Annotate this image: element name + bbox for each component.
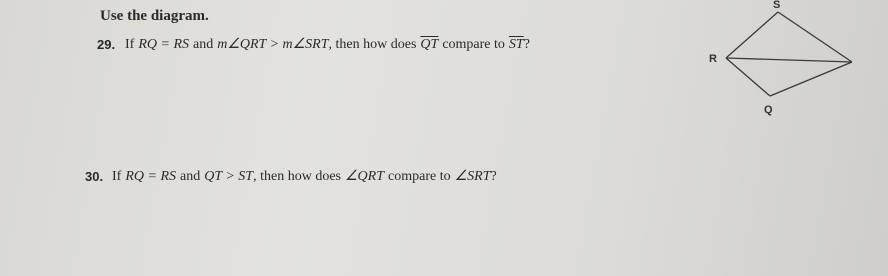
- text: ?: [490, 169, 497, 184]
- math: m∠QRT > m∠SRT: [217, 37, 329, 52]
- segment-qt: [769, 61, 853, 97]
- text: and: [193, 37, 214, 52]
- text: and: [180, 169, 201, 184]
- instruction: Use the diagram.: [100, 8, 209, 24]
- angle: ∠SRT: [454, 169, 491, 184]
- segment-rt: [725, 57, 853, 63]
- text: , then how does: [253, 169, 341, 184]
- point-label: R: [709, 53, 717, 65]
- text: If: [112, 169, 122, 184]
- math: RQ = RS: [125, 169, 176, 184]
- question-text: If RQ = RS and QT > ST, then how does ∠QRT co…: [112, 168, 501, 185]
- math: QT > ST: [204, 169, 254, 184]
- question-number: 29.: [97, 37, 116, 52]
- segment-rs: [725, 11, 779, 59]
- angle: ∠QRT: [345, 169, 384, 184]
- text: compare to: [388, 169, 451, 184]
- point-label: S: [773, 0, 780, 11]
- text: ?: [523, 37, 530, 52]
- question-text: If RQ = RS and m∠QRT > m∠SRT, then how does…: [125, 36, 534, 53]
- text: compare to: [442, 37, 505, 52]
- segment: QT: [420, 37, 439, 52]
- question-number: 30.: [85, 169, 104, 184]
- segment-rq: [725, 57, 771, 97]
- segment: ST: [508, 37, 524, 52]
- text: , then how does: [328, 37, 417, 52]
- segment-st: [777, 11, 853, 63]
- math: RQ = RS: [138, 37, 189, 52]
- point-label: Q: [764, 104, 773, 116]
- text: If: [125, 37, 135, 52]
